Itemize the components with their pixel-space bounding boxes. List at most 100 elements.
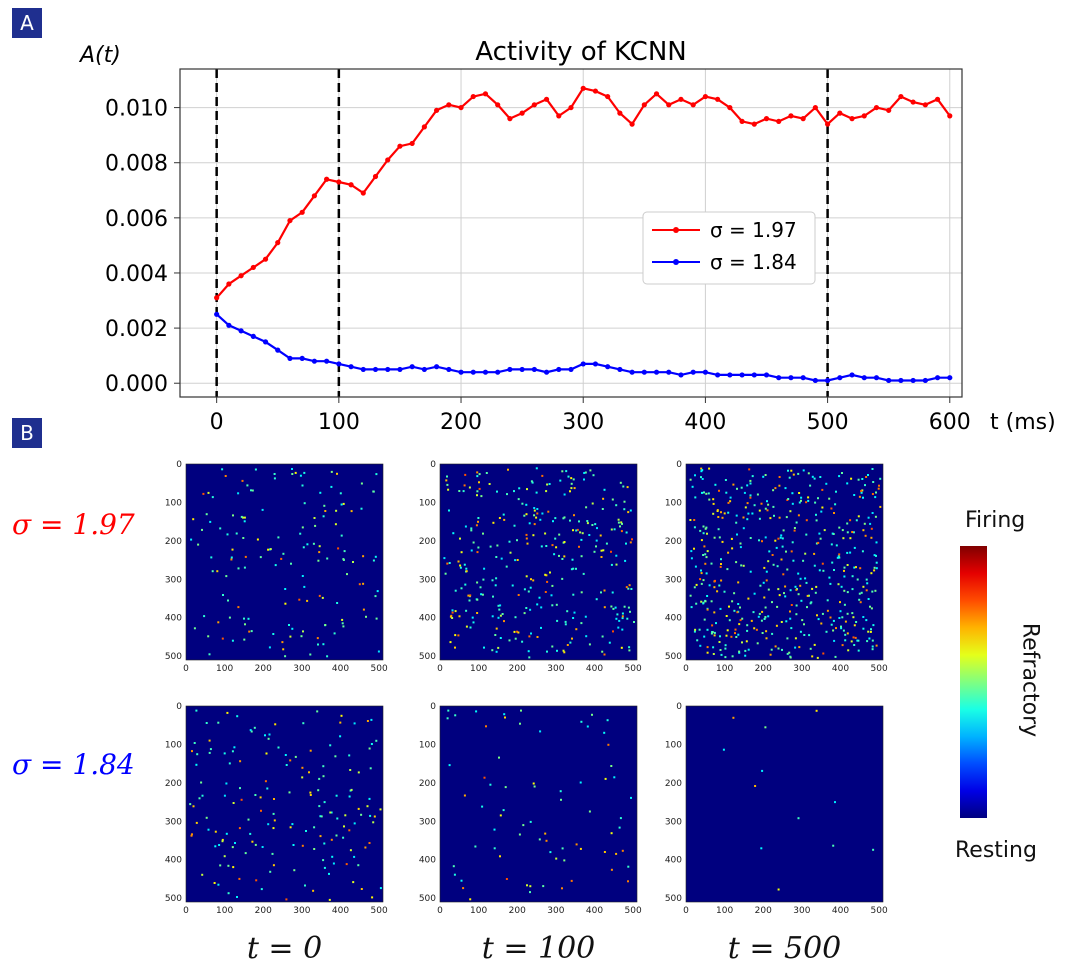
activity-speck — [238, 827, 241, 830]
activity-speck — [614, 606, 617, 609]
activity-speck — [540, 606, 543, 609]
activity-speck — [814, 501, 817, 504]
data-point — [372, 173, 379, 180]
activity-speck — [772, 505, 775, 508]
activity-speck — [778, 484, 781, 487]
activity-speck — [702, 525, 705, 528]
activity-speck — [251, 840, 254, 843]
data-point — [250, 264, 256, 271]
activity-speck — [523, 588, 526, 591]
activity-speck — [857, 649, 860, 652]
activity-speck — [706, 651, 709, 654]
activity-speck — [562, 649, 565, 652]
activity-speck — [548, 483, 551, 485]
activity-speck — [555, 857, 558, 860]
activity-speck — [479, 586, 482, 589]
activity-speck — [802, 559, 805, 562]
activity-speck — [483, 567, 486, 570]
activity-speck — [454, 634, 457, 637]
data-point — [824, 121, 831, 127]
activity-speck — [477, 517, 480, 519]
activity-speck — [693, 547, 695, 550]
heatmap-x-tick: 0 — [183, 664, 189, 674]
data-point — [690, 102, 696, 108]
activity-speck — [306, 599, 309, 602]
activity-speck — [713, 631, 716, 634]
activity-speck — [725, 634, 728, 637]
activity-speck — [201, 794, 204, 797]
activity-speck — [838, 617, 841, 619]
activity-speck — [559, 479, 562, 482]
activity-speck — [231, 846, 234, 849]
activity-speck — [497, 604, 500, 607]
data-point — [299, 355, 305, 362]
activity-speck — [499, 637, 502, 639]
activity-speck — [853, 546, 856, 549]
activity-speck — [729, 496, 732, 499]
activity-speck — [565, 470, 568, 473]
activity-speck — [700, 582, 703, 585]
activity-speck — [546, 483, 549, 486]
activity-speck — [469, 898, 472, 901]
data-point — [409, 364, 415, 370]
activity-speck — [561, 887, 563, 890]
activity-speck — [874, 496, 877, 499]
activity-speck — [846, 522, 849, 525]
data-point — [886, 377, 892, 384]
activity-speck — [703, 545, 706, 548]
activity-speck — [626, 486, 629, 489]
activity-speck — [785, 620, 788, 623]
activity-speck — [852, 636, 855, 639]
activity-speck — [727, 511, 730, 514]
data-point — [507, 116, 513, 122]
activity-speck — [872, 624, 875, 627]
activity-speck — [319, 835, 322, 838]
activity-speck — [342, 559, 345, 561]
activity-speck — [340, 503, 343, 506]
data-point — [653, 369, 660, 375]
activity-speck — [195, 821, 198, 824]
activity-speck — [301, 484, 304, 487]
activity-speck — [509, 551, 512, 554]
activity-speck — [701, 478, 704, 480]
data-point — [947, 113, 953, 119]
activity-speck — [725, 615, 728, 617]
heatmap-x-tick: 500 — [871, 664, 888, 674]
activity-speck — [288, 791, 291, 794]
activity-speck — [741, 617, 744, 620]
activity-speck — [244, 623, 246, 626]
activity-speck — [309, 653, 312, 656]
data-point — [739, 118, 745, 124]
activity-speck — [217, 721, 220, 724]
activity-speck — [272, 633, 275, 635]
activity-speck — [273, 477, 276, 480]
activity-speck — [711, 624, 714, 627]
activity-speck — [350, 788, 353, 791]
activity-speck — [482, 532, 484, 535]
activity-speck — [742, 564, 745, 567]
activity-speck — [228, 762, 231, 765]
activity-speck — [603, 589, 606, 592]
heatmap-x-tick: 500 — [625, 664, 642, 674]
activity-speck — [615, 617, 618, 620]
activity-speck — [197, 543, 200, 546]
activity-speck — [797, 593, 800, 596]
data-point — [922, 377, 928, 384]
activity-speck — [502, 809, 505, 812]
activity-speck — [464, 583, 467, 586]
x-axis-label: t (ms) — [990, 410, 1056, 435]
activity-speck — [720, 558, 722, 561]
activity-speck — [708, 498, 711, 501]
activity-speck — [314, 524, 317, 527]
data-point — [543, 369, 550, 375]
activity-speck — [625, 531, 628, 534]
activity-speck — [322, 765, 325, 768]
activity-speck — [243, 638, 246, 641]
activity-speck — [342, 625, 345, 628]
activity-speck — [465, 567, 468, 570]
activity-speck — [724, 647, 727, 650]
activity-speck — [326, 557, 329, 560]
activity-speck — [271, 852, 274, 855]
activity-speck — [847, 649, 850, 652]
activity-speck — [349, 849, 352, 852]
